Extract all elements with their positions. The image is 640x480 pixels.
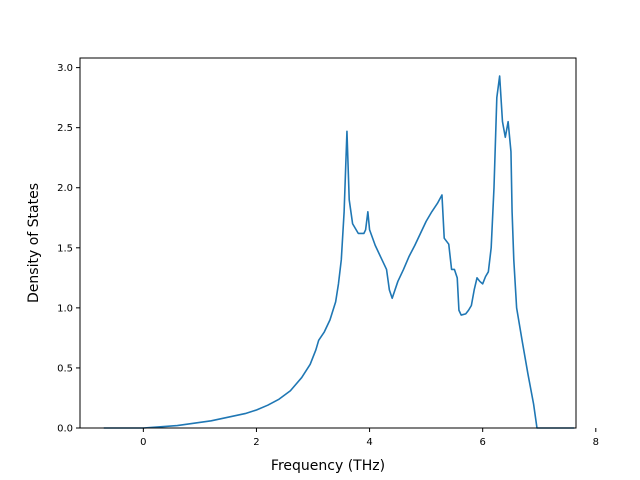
y-tick-label: 1.0 xyxy=(57,303,73,314)
y-tick-label: 2.5 xyxy=(57,123,73,134)
y-tick-label: 2.0 xyxy=(57,183,73,194)
plot-frame xyxy=(79,57,577,429)
dos-line-series-0 xyxy=(103,75,575,429)
x-tick-label: 2 xyxy=(253,437,259,448)
x-tick-label: 6 xyxy=(479,437,485,448)
y-axis-label: Density of States xyxy=(26,183,42,303)
y-tick-label: 3.0 xyxy=(57,63,73,74)
x-tick-label: 0 xyxy=(140,437,146,448)
y-tick-label: 1.5 xyxy=(57,243,73,254)
x-tick-label: 4 xyxy=(366,437,372,448)
x-axis-label: Frequency (THz) xyxy=(271,458,385,474)
y-tick-label: 0.5 xyxy=(57,363,73,374)
y-tick-label: 0.0 xyxy=(57,424,73,435)
x-tick-label: 8 xyxy=(593,437,599,448)
